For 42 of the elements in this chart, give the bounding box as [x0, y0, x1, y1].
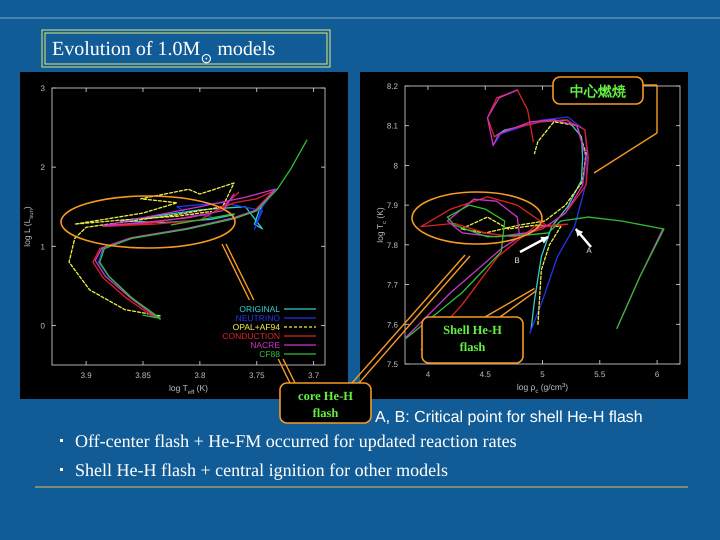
y-tick-label: 2: [40, 163, 46, 172]
x-tick-label: 3.7: [308, 371, 320, 380]
y-tick-label: 7.9: [386, 201, 399, 210]
x-tick-label: 3.85: [135, 371, 152, 380]
annotation: 中心燃焼: [570, 83, 627, 100]
y-tick-label: 3: [40, 84, 46, 93]
text: Off-center flash + He-FM occurred for updated reaction rates: [75, 431, 517, 451]
text: A, B: Critical point for shell He-H flash: [375, 409, 643, 426]
legend-label: NEUTRINO: [236, 313, 280, 323]
x-tick-label: 5.5: [594, 370, 606, 379]
x-tick-label: 3.8: [194, 371, 206, 380]
chart-title: Evolution of 1.0M$_{⊙}$ models: [52, 38, 276, 66]
line-series: [406, 204, 665, 339]
annotation: Shell He-H flash: [443, 323, 502, 354]
y-tick-label: 8: [394, 161, 399, 170]
legend-label: ORIGINAL: [239, 304, 280, 314]
y-tick-label: 1: [40, 242, 46, 252]
x-tick-label: 3.9: [80, 371, 92, 380]
text: core He-H flash: [298, 389, 354, 420]
annotation: A: [586, 246, 592, 255]
x-axis-title: log T$_{eff}$ (K): [169, 383, 208, 396]
x-axis-title: log ρ$_{c}$ (g/cm$^{3}$): [516, 382, 568, 395]
line-series: [460, 121, 587, 325]
line-series: [68, 182, 235, 317]
y-tick-label: 8.1: [386, 122, 399, 131]
x-tick-label: 3.75: [248, 371, 266, 380]
legend-label: NACRE: [250, 340, 280, 350]
x-tick-label: 6: [654, 370, 660, 379]
y-tick-label: 7.6: [386, 320, 399, 330]
legend-label: CF88: [259, 349, 280, 359]
y-tick-label: 7.7: [386, 280, 399, 290]
x-tick-label: 5: [540, 370, 546, 379]
annotation: B: [514, 256, 520, 265]
y-tick-label: 8.2: [386, 82, 399, 91]
text: Shell He-H flash + central ignition for other models: [75, 460, 448, 480]
y-tick-label: 0: [40, 321, 46, 330]
legend-label: OPAL+AF94: [232, 322, 280, 332]
y-tick-label: 7.5: [386, 360, 399, 369]
legend-label: CONDUCTION: [222, 331, 280, 341]
x-tick-label: 4.5: [480, 370, 492, 379]
x-tick-label: 4: [426, 370, 431, 379]
y-tick-label: 7.8: [386, 240, 399, 250]
